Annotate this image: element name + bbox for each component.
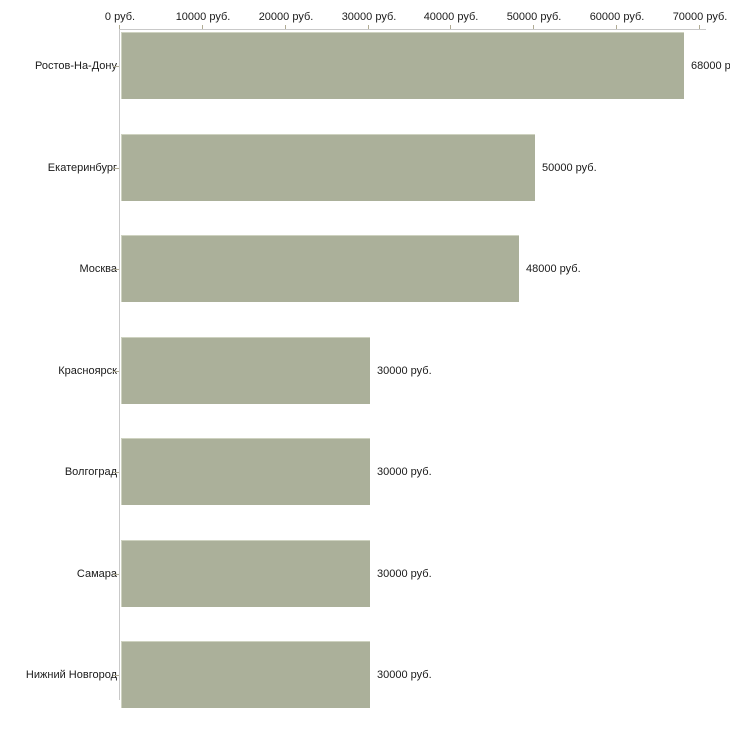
- bar: [121, 134, 535, 201]
- value-label: 68000 руб.: [691, 59, 730, 72]
- x-axis-tick: [285, 25, 286, 29]
- category-tick: [113, 371, 119, 372]
- value-label: 30000 руб.: [377, 567, 432, 580]
- x-axis-tick: [450, 25, 451, 29]
- category-label: Ростов-На-Дону: [34, 59, 117, 72]
- category-tick: [113, 269, 119, 270]
- bar: [121, 540, 370, 607]
- category-tick: [113, 574, 119, 575]
- bar: [121, 438, 370, 505]
- x-axis-tick: [119, 25, 120, 29]
- value-label: 50000 руб.: [542, 161, 597, 174]
- x-axis-tick-label: 60000 руб.: [589, 11, 645, 23]
- x-axis-tick-label: 0 руб.: [104, 11, 136, 23]
- category-label: Москва: [79, 262, 117, 275]
- x-axis-tick-label: 40000 руб.: [423, 11, 479, 23]
- y-axis-line: [119, 29, 120, 700]
- bar: [121, 32, 684, 99]
- category-label: Екатеринбург: [47, 161, 117, 174]
- x-axis-tick-label: 20000 руб.: [258, 11, 314, 23]
- bar: [121, 337, 370, 404]
- category-tick: [113, 66, 119, 67]
- category-label: Волгоград: [64, 465, 117, 478]
- x-axis-tick-label: 70000 руб.: [672, 11, 728, 23]
- bar: [121, 641, 370, 708]
- x-axis-tick-label: 50000 руб.: [506, 11, 562, 23]
- x-axis-tick: [202, 25, 203, 29]
- x-axis-tick: [368, 25, 369, 29]
- value-label: 30000 руб.: [377, 465, 432, 478]
- category-label: Нижний Новгород: [25, 668, 117, 681]
- value-label: 30000 руб.: [377, 668, 432, 681]
- category-label: Самара: [76, 567, 117, 580]
- x-axis-tick-label: 10000 руб.: [175, 11, 231, 23]
- x-axis-tick: [533, 25, 534, 29]
- x-axis-line: [119, 29, 706, 30]
- x-axis-tick-label: 30000 руб.: [341, 11, 397, 23]
- x-axis-tick: [616, 25, 617, 29]
- category-tick: [113, 168, 119, 169]
- category-label: Красноярск: [58, 364, 117, 377]
- category-tick: [113, 472, 119, 473]
- x-axis-tick: [699, 25, 700, 29]
- bar: [121, 235, 519, 302]
- value-label: 48000 руб.: [526, 262, 581, 275]
- value-label: 30000 руб.: [377, 364, 432, 377]
- category-tick: [113, 675, 119, 676]
